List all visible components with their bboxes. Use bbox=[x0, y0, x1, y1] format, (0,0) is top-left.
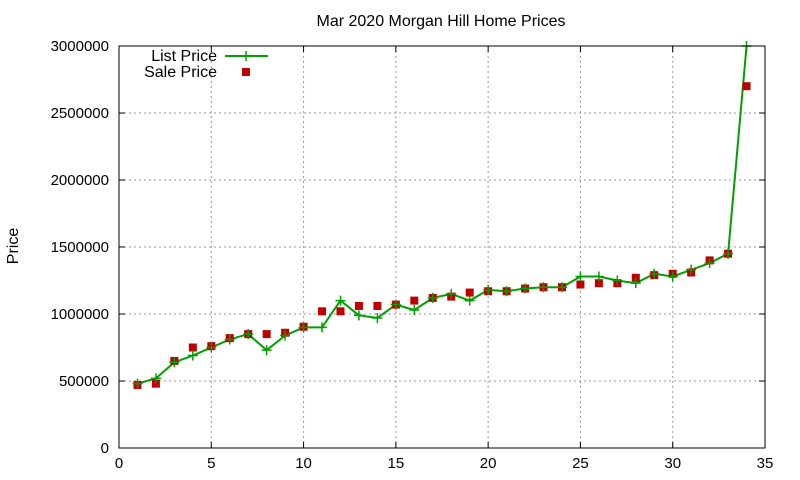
x-tick-label: 10 bbox=[295, 455, 312, 472]
list-price-point bbox=[280, 330, 291, 341]
sale-price-point bbox=[354, 301, 363, 310]
y-tick-label: 1500000 bbox=[51, 239, 109, 256]
list-price-point bbox=[335, 295, 346, 306]
sale-price-point bbox=[594, 279, 603, 288]
series-layer bbox=[132, 41, 752, 390]
list-price-point bbox=[612, 275, 623, 286]
list-price-point bbox=[520, 283, 531, 294]
y-tick-label: 3000000 bbox=[51, 38, 109, 55]
sale-price-point bbox=[151, 379, 160, 388]
sale-price-point bbox=[465, 288, 474, 297]
y-tick-label: 1000000 bbox=[51, 306, 109, 323]
y-axis-label: Price bbox=[5, 228, 22, 265]
list-price-point bbox=[501, 286, 512, 297]
sale-price-point bbox=[318, 307, 327, 316]
list-price-point bbox=[261, 345, 272, 356]
legend-marker-sale-price bbox=[242, 68, 250, 76]
x-tick-label: 25 bbox=[572, 455, 589, 472]
list-price-point bbox=[206, 342, 217, 353]
sale-price-point bbox=[576, 280, 585, 289]
y-tick-label: 2500000 bbox=[51, 105, 109, 122]
list-price-point bbox=[649, 268, 660, 279]
y-tick-label: 2000000 bbox=[51, 172, 109, 189]
list-price-point bbox=[575, 271, 586, 282]
list-price-point bbox=[483, 284, 494, 295]
list-price-point bbox=[667, 271, 678, 282]
x-tick-label: 35 bbox=[757, 455, 774, 472]
list-price-point bbox=[298, 322, 309, 333]
sale-price-point bbox=[410, 296, 419, 305]
list-price-point bbox=[409, 304, 420, 315]
x-tick-label: 30 bbox=[664, 455, 681, 472]
legend-label-sale-price: Sale Price bbox=[144, 64, 217, 81]
sale-price-point bbox=[631, 273, 640, 282]
list-price-point bbox=[353, 310, 364, 321]
list-price-point bbox=[372, 313, 383, 324]
sale-price-point bbox=[188, 343, 197, 352]
list-price-point bbox=[390, 299, 401, 310]
legend-marker-list-price bbox=[241, 51, 251, 61]
list-price-point bbox=[427, 292, 438, 303]
legend-label-list-price: List Price bbox=[151, 48, 217, 65]
sale-price-point bbox=[262, 330, 271, 339]
chart-title: Mar 2020 Morgan Hill Home Prices bbox=[317, 13, 566, 30]
grid bbox=[119, 46, 765, 448]
list-price-point bbox=[538, 282, 549, 293]
y-tick-label: 500000 bbox=[59, 373, 109, 390]
list-price-point bbox=[243, 329, 254, 340]
list-price-point bbox=[686, 264, 697, 275]
list-price-point bbox=[224, 334, 235, 345]
x-tick-label: 5 bbox=[207, 455, 215, 472]
list-price-point bbox=[132, 378, 143, 389]
list-price-point bbox=[593, 271, 604, 282]
list-price-point bbox=[704, 258, 715, 269]
x-tick-label: 20 bbox=[480, 455, 497, 472]
plot-frame bbox=[118, 45, 766, 449]
x-tick-label: 15 bbox=[388, 455, 405, 472]
list-price-point bbox=[464, 295, 475, 306]
list-price-point bbox=[187, 350, 198, 361]
list-price-line bbox=[137, 45, 748, 385]
list-price-point bbox=[723, 248, 734, 259]
list-price-point bbox=[169, 357, 180, 368]
list-price-point bbox=[630, 278, 641, 289]
list-price-point bbox=[446, 288, 457, 299]
axis-ticks: 0 5 10 15 20 25 30 35 0 500000 1000000 1500000 20000… bbox=[51, 38, 774, 472]
sale-price-point bbox=[742, 82, 751, 91]
list-price-point bbox=[150, 373, 161, 384]
y-tick-label: 0 bbox=[101, 440, 109, 457]
list-price-point bbox=[556, 282, 567, 293]
sale-price-point bbox=[373, 301, 382, 310]
x-tick-label: 0 bbox=[115, 455, 123, 472]
sale-price-point bbox=[336, 307, 345, 316]
list-price-point bbox=[317, 322, 328, 333]
